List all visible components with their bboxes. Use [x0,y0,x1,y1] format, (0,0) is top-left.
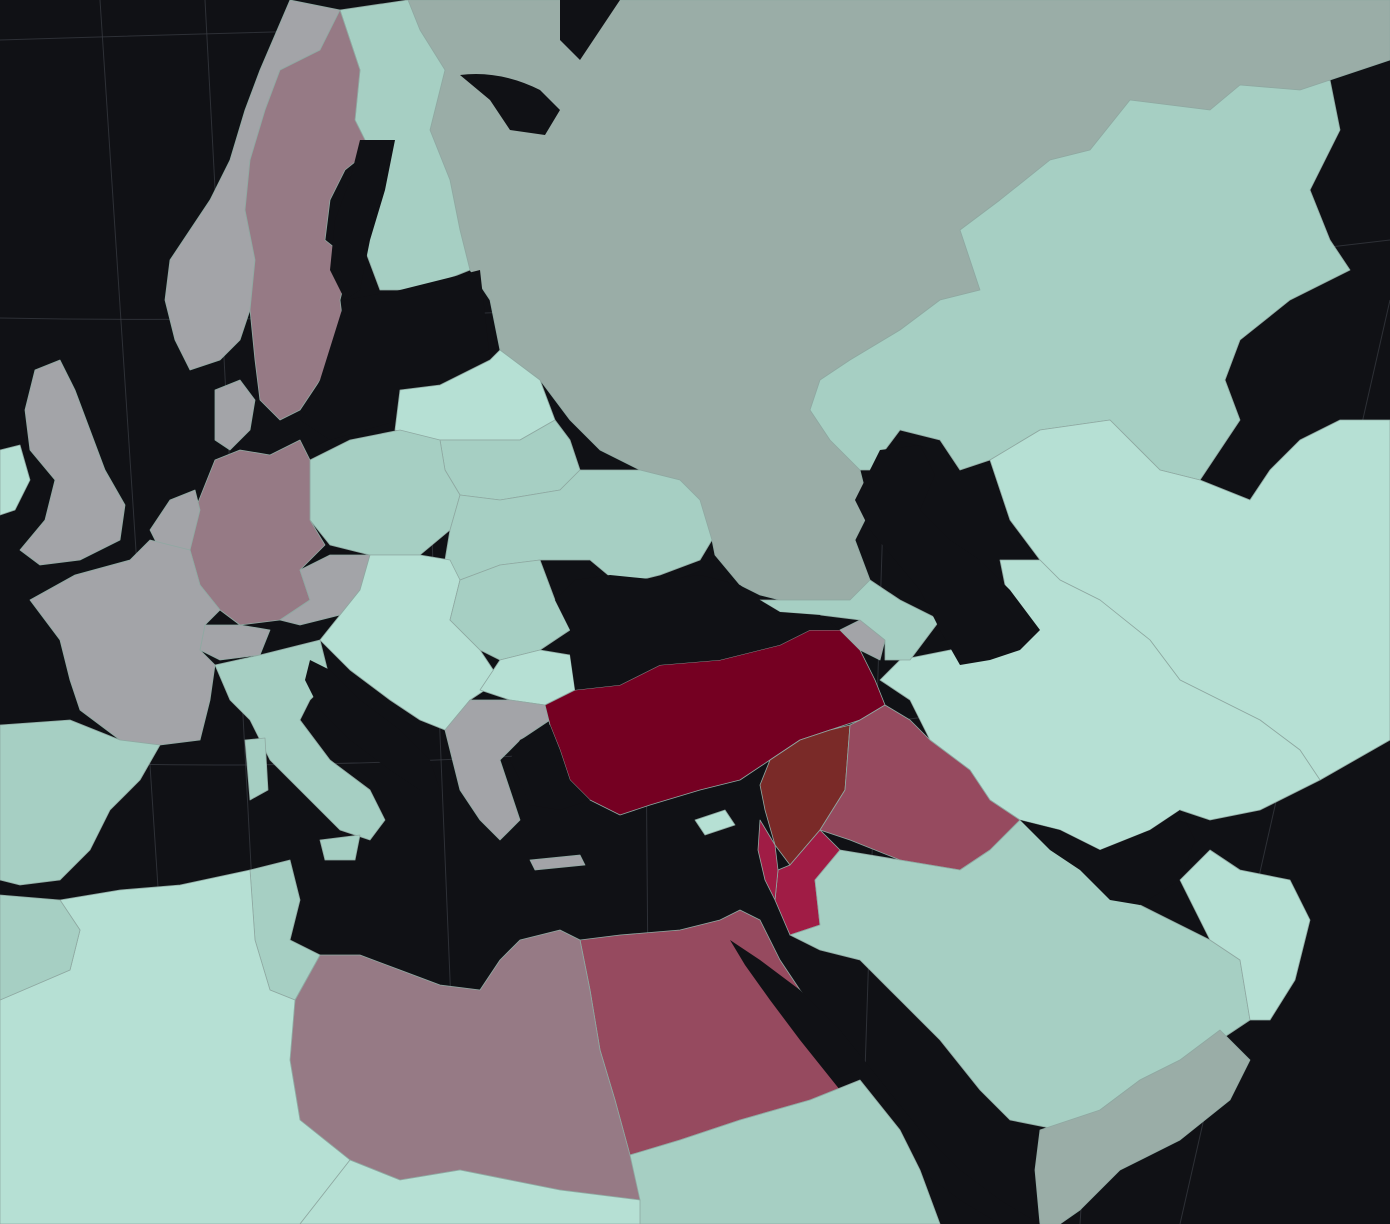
caspian-sea [855,445,1040,665]
region-poland[interactable] [309,429,461,556]
white-sea [460,74,560,135]
barents-gulf [560,0,620,60]
region-denmark[interactable] [214,379,256,451]
region-spain[interactable] [0,719,161,886]
persian-gulf [1020,810,1195,905]
region-sardinia[interactable] [244,737,269,801]
region-oman-uae[interactable] [1179,849,1311,1021]
region-cyprus[interactable] [694,809,736,836]
region-armenia[interactable] [839,619,886,661]
region-lebanon[interactable] [757,819,779,901]
region-chad[interactable] [299,1159,641,1224]
region-france[interactable] [29,539,221,746]
gulf-of-bothnia [330,140,395,300]
region-crete[interactable] [529,854,586,871]
baltic-sea [300,270,490,440]
region-ireland[interactable] [0,444,31,516]
region-greece[interactable] [444,699,551,841]
black-sea [555,575,840,690]
region-romania[interactable] [449,559,571,661]
aegean-sea [510,725,590,810]
region-morocco[interactable] [0,894,81,1001]
red-sea [730,940,1040,1224]
region-yemen[interactable] [1034,1029,1251,1224]
region-sudan[interactable] [629,1079,941,1224]
adriatic-sea [305,660,440,790]
region-united-kingdom[interactable] [19,359,126,566]
region-sicily[interactable] [319,834,361,861]
